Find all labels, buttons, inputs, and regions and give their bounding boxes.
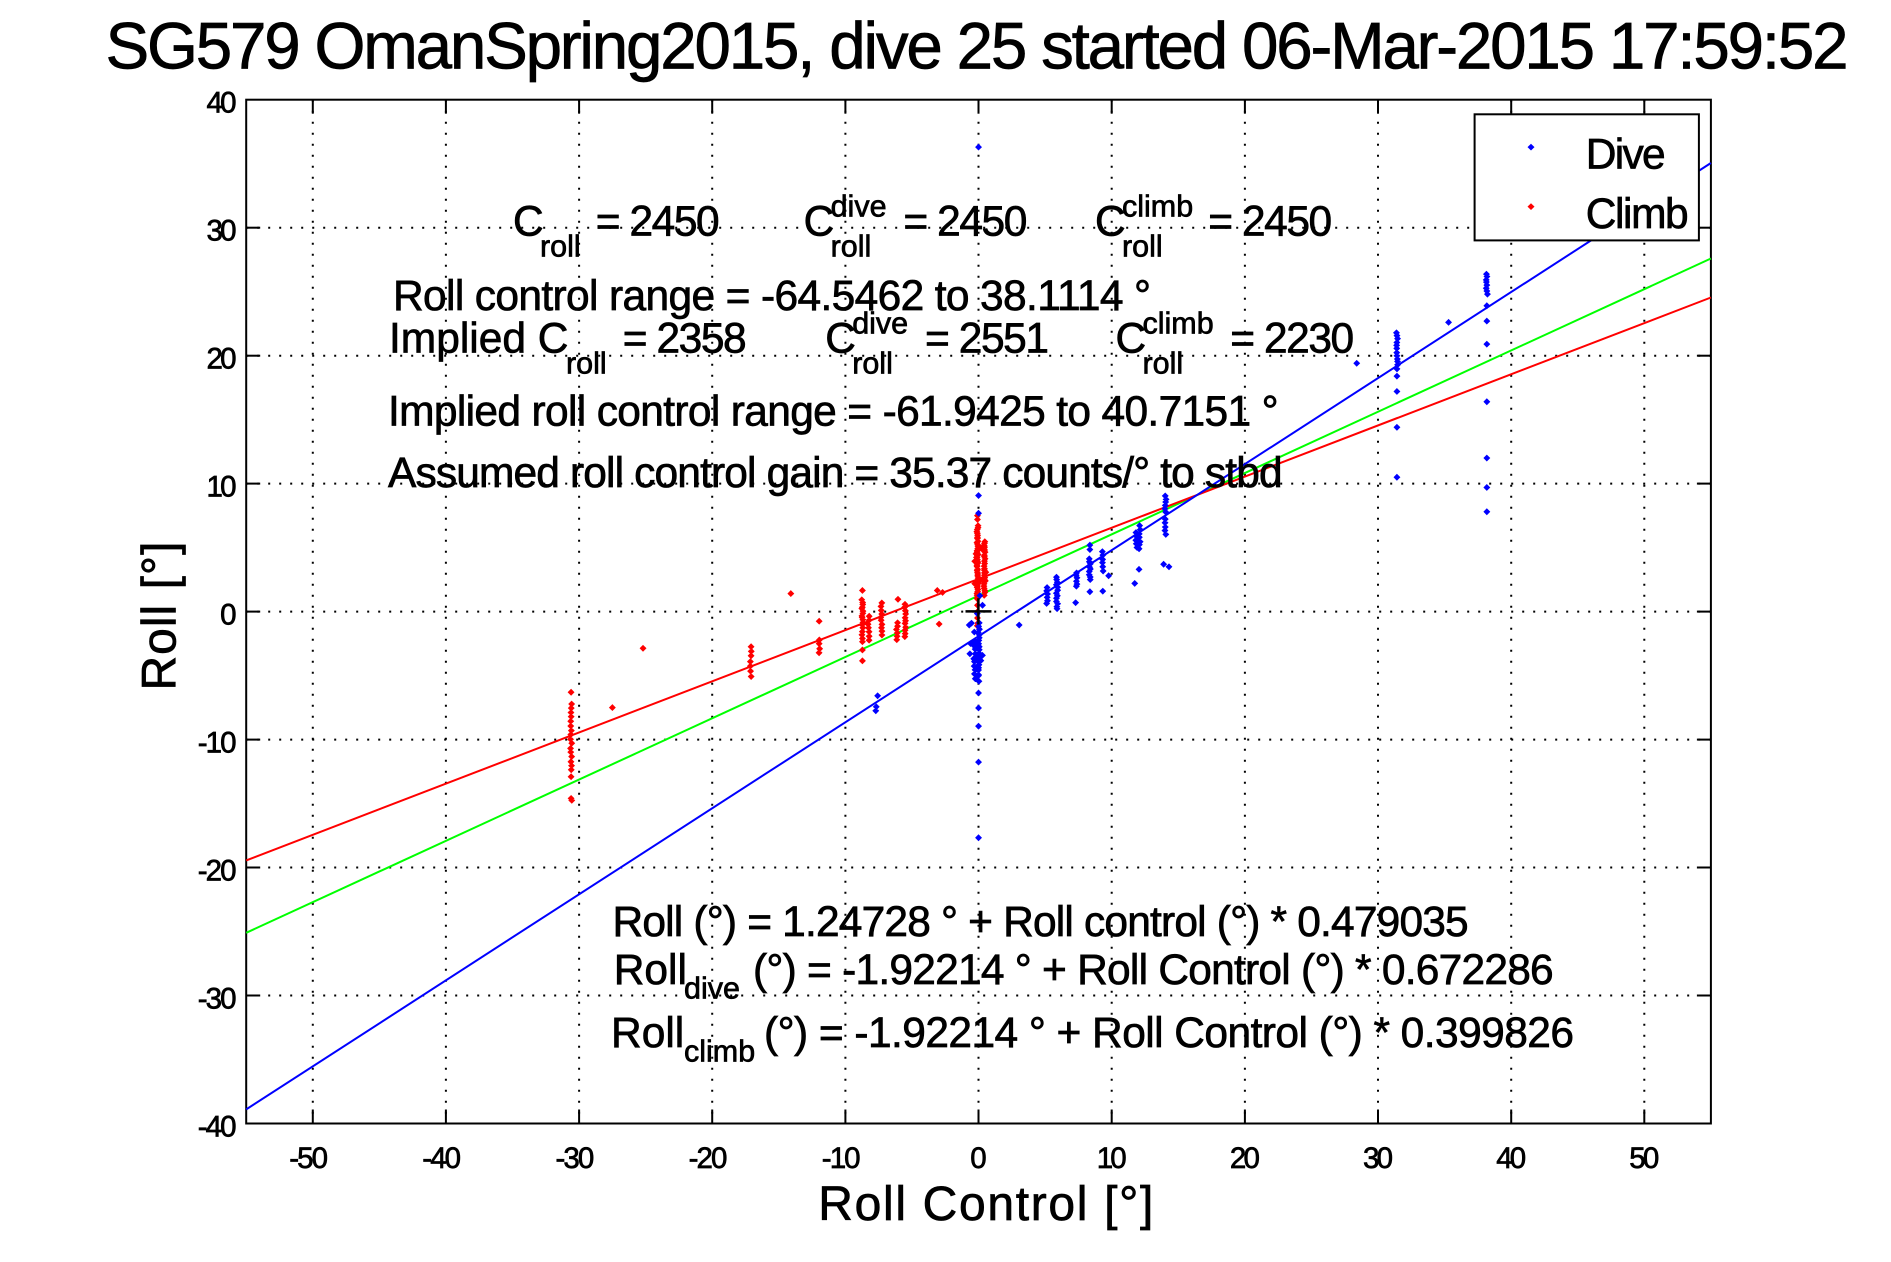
svg-text:roll: roll [1122,230,1163,264]
svg-text:(°) = -1.92214 ° + Roll Contro: (°) = -1.92214 ° + Roll Control (°) * 0.… [764,1010,1574,1057]
svg-text:Implied roll control range = -: Implied roll control range = -61.9425 to… [388,388,1279,435]
svg-text:20: 20 [207,343,237,376]
svg-text:10: 10 [1097,1142,1127,1175]
svg-text:roll: roll [1143,347,1184,381]
svg-text:= 2450: = 2450 [596,199,720,246]
svg-text:Roll: Roll [611,1010,684,1057]
svg-text:roll: roll [831,230,872,264]
svg-text:-10: -10 [198,727,237,760]
svg-text:= 2551: = 2551 [925,316,1049,363]
svg-text:50: 50 [1629,1142,1659,1175]
svg-text:40: 40 [207,87,237,120]
svg-text:= 2230: = 2230 [1230,316,1354,363]
svg-text:SG579 OmanSpring2015, dive 25: SG579 OmanSpring2015, dive 25 started 06… [106,10,1849,83]
svg-text:Assumed roll control gain = 35: Assumed roll control gain = 35.37 counts… [388,450,1283,497]
svg-text:C: C [825,316,856,363]
svg-text:Roll [°]: Roll [°] [134,542,187,691]
svg-text:= 2450: = 2450 [1208,199,1332,246]
svg-text:0: 0 [970,1142,986,1175]
svg-text:C: C [1116,316,1147,363]
svg-text:Roll: Roll [614,947,687,994]
svg-text:climb: climb [1143,307,1214,341]
svg-text:climb: climb [684,1034,755,1068]
svg-text:-20: -20 [689,1142,728,1175]
svg-text:C: C [804,199,835,246]
svg-text:dive: dive [852,307,908,341]
svg-text:Climb: Climb [1586,191,1689,238]
svg-text:-40: -40 [198,1111,237,1144]
svg-text:roll: roll [852,347,893,381]
svg-text:climb: climb [1122,190,1193,224]
svg-text:(°) = -1.92214 ° + Roll Contro: (°) = -1.92214 ° + Roll Control (°) * 0.… [753,947,1554,994]
svg-text:-50: -50 [289,1142,328,1175]
svg-text:Roll (°) = 1.24728 ° + Roll co: Roll (°) = 1.24728 ° + Roll control (°) … [613,899,1469,946]
svg-text:Roll control range = -64.5462: Roll control range = -64.5462 to 38.1114… [393,273,1151,320]
svg-text:30: 30 [207,215,237,248]
svg-text:0: 0 [220,599,236,632]
svg-text:roll: roll [566,347,607,381]
svg-text:-30: -30 [198,983,237,1016]
svg-text:C: C [513,199,544,246]
svg-text:C: C [1095,199,1126,246]
svg-text:Dive: Dive [1586,132,1666,179]
svg-text:roll: roll [540,230,581,264]
svg-text:10: 10 [207,471,237,504]
svg-text:Implied C: Implied C [389,316,569,363]
svg-text:20: 20 [1230,1142,1260,1175]
svg-text:= 2450: = 2450 [903,199,1027,246]
svg-text:-40: -40 [422,1142,461,1175]
svg-text:-20: -20 [198,855,237,888]
svg-text:30: 30 [1363,1142,1393,1175]
svg-text:dive: dive [831,190,887,224]
svg-text:-10: -10 [822,1142,861,1175]
svg-text:-30: -30 [556,1142,595,1175]
svg-text:40: 40 [1496,1142,1526,1175]
svg-text:= 2358: = 2358 [623,316,747,363]
svg-text:dive: dive [684,971,740,1005]
